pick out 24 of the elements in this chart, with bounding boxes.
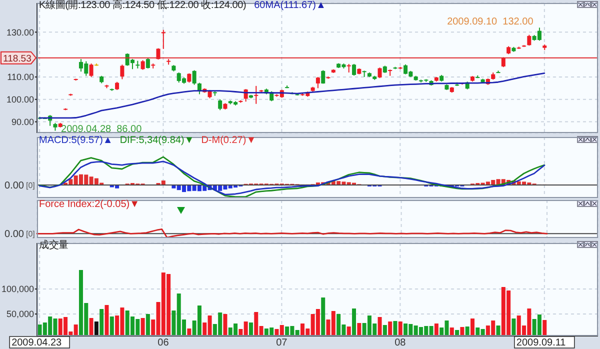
ref-line-label: 118.53 [3, 53, 32, 64]
ref-line-label: 0.00 [4, 229, 24, 240]
series-label: DIF:5,34(9.84)▼ [120, 135, 194, 146]
x-tick-label: 2009.09.11 [516, 338, 566, 348]
annotation: 2009.04.28 86.00 [61, 124, 142, 135]
text: [0] [26, 181, 35, 190]
series-label: MACD:5(9.57)▲ [39, 135, 113, 146]
text: 60MA(111.67)▲ [254, 0, 326, 11]
text: Force Index:2(-0.05)▼ [39, 199, 140, 210]
x-tick-label: 2009.04.23 [12, 338, 62, 348]
y-tick-label: 50,000 [6, 309, 34, 320]
y-tick-label: 130.00 [6, 27, 34, 38]
x-tick-label: 08 [394, 338, 406, 348]
x-tick-label: 07 [276, 338, 288, 348]
chart-title: 成交量 [39, 240, 68, 251]
y-tick-label: 110.00 [7, 72, 34, 82]
annotation: 2009.09.10 132.00 [447, 16, 534, 28]
y-tick-label: 100.00 [6, 94, 34, 105]
text: D-M(0.27)▼ [201, 135, 256, 146]
x-tick-label: 06 [158, 338, 170, 348]
y-tick-label: 90.00 [11, 116, 34, 127]
y-tick-label: 100,000 [1, 284, 34, 294]
text: [0] [26, 230, 35, 239]
ref-line-label: 0.00 [4, 180, 24, 192]
